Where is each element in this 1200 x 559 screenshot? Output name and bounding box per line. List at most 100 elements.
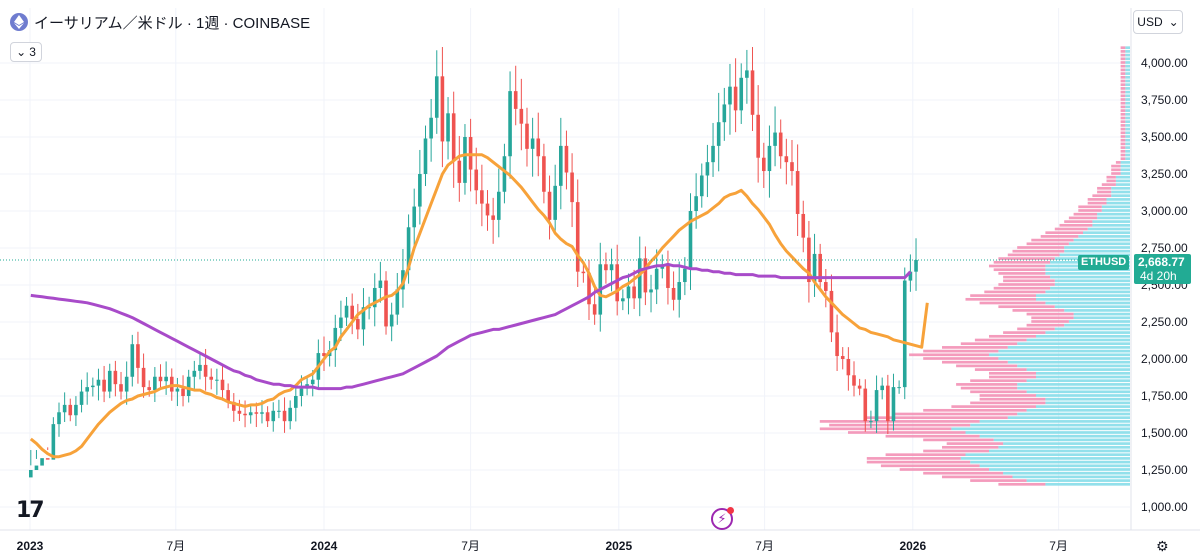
settings-gear-icon[interactable]: ⚙ <box>1156 538 1169 554</box>
candle-body <box>880 385 884 391</box>
volume-profile-bar-up <box>1036 371 1130 375</box>
volume-profile-bar-down <box>942 475 1013 479</box>
bar-countdown: 4d 20h <box>1140 269 1177 283</box>
volume-profile-bar-down <box>895 412 1018 416</box>
volume-profile-bar-up <box>1125 87 1130 90</box>
volume-profile-bar-down <box>1007 253 1060 257</box>
candle-body <box>536 138 541 157</box>
volume-profile-bar-up <box>1115 179 1130 183</box>
volume-profile-bar-up <box>1054 279 1130 283</box>
candle-body <box>863 388 868 422</box>
volume-profile-bar-up <box>989 449 1130 453</box>
volume-profile-bar-up <box>989 353 1130 357</box>
candle-body <box>282 410 287 422</box>
moving-averages <box>0 153 1130 459</box>
volume-profile-bar-up <box>1125 75 1130 79</box>
volume-profile-bar-down <box>942 346 1008 349</box>
volume-profile-bar-down <box>1120 146 1126 149</box>
volume-profile-bar-up <box>989 468 1130 471</box>
candle-body <box>113 370 118 385</box>
candle-body <box>51 424 56 460</box>
candle-body <box>299 388 304 396</box>
volume-profile-bar-down <box>880 464 980 468</box>
volume-profile-bar-down <box>998 305 1055 309</box>
volume-profile-bar-down <box>1045 231 1083 235</box>
volume-profile-bar-down <box>1120 90 1126 94</box>
candle-body <box>130 344 135 377</box>
currency-selector[interactable]: USD ⌄ <box>1133 10 1183 34</box>
indicators-toggle-button[interactable]: ⌄ 3 <box>10 42 42 62</box>
volume-profile-bar-down <box>1111 168 1121 172</box>
volume-profile-bar-down <box>1120 153 1126 157</box>
volume-profile-bar-down <box>989 371 1036 375</box>
candle-body <box>604 264 608 271</box>
volume-profile-bar-down <box>1120 124 1126 127</box>
candle-body <box>654 268 659 290</box>
volume-profile-bar-down <box>1054 227 1088 231</box>
volume-profile-bar-down <box>1120 101 1126 105</box>
y-tick-label: 4,000.00 <box>1141 56 1188 70</box>
volume-profile-bar-down <box>1026 323 1065 327</box>
currency-label: USD <box>1137 15 1163 29</box>
volume-profile-bar-down <box>1120 57 1126 61</box>
candle-body <box>739 77 744 111</box>
lightning-icon[interactable]: ⚡ <box>711 507 734 530</box>
volume-profile-bar-down <box>1120 149 1126 153</box>
candle-body <box>496 191 501 220</box>
candle-body <box>350 305 354 320</box>
candle-body <box>45 458 50 460</box>
candle-body <box>434 76 439 118</box>
volume-profile-bar-down <box>989 334 1036 338</box>
candle-body <box>339 317 343 328</box>
candle-body <box>643 258 648 293</box>
volume-profile-bar-down <box>956 364 1018 368</box>
candle-body <box>801 213 806 238</box>
volume-profile-bar-up <box>1078 235 1130 238</box>
volume-profile-bar-up <box>1012 475 1130 479</box>
volume-profile-bar-up <box>1125 72 1130 75</box>
candle-body <box>671 287 676 300</box>
volume-profile-bar-down <box>1120 98 1126 101</box>
volume-profile-bar-down <box>1106 175 1116 179</box>
volume-profile-bar-down <box>1120 61 1126 64</box>
volume-profile-bar-down <box>993 286 1051 290</box>
volume-profile-bar-up <box>1106 201 1130 205</box>
volume-profile-bar-down <box>1078 209 1102 212</box>
volume-profile-bar-down <box>1120 131 1126 135</box>
volume-profile-bar-up <box>1097 212 1130 216</box>
candle-body <box>181 388 185 396</box>
x-tick-label: 2024 <box>311 539 338 553</box>
candle-body <box>102 379 106 392</box>
candle-body <box>378 280 383 288</box>
volume-profile-bar-down <box>923 449 989 453</box>
candle-body <box>716 122 721 146</box>
candle-body <box>745 70 749 78</box>
candle-body <box>897 387 901 389</box>
volume-profile-bar-up <box>1050 275 1130 279</box>
volume-profile-bar-up <box>1054 283 1130 286</box>
candle-body <box>632 286 636 299</box>
volume-profile-bar-up <box>1092 223 1130 227</box>
volume-profile-bar-up <box>960 457 1130 460</box>
candle-body <box>119 384 123 392</box>
candle-body <box>423 138 428 174</box>
chart-header: イーサリアム／米ドル · 1週 · COINBASE <box>10 10 310 34</box>
volume-profile-bar-down <box>1120 50 1126 53</box>
tradingview-logo-icon[interactable]: 17 <box>16 498 45 523</box>
volume-profile-bar-down <box>989 375 1036 379</box>
candle-body <box>592 304 597 315</box>
volume-profile-bar-up <box>1125 135 1130 138</box>
volume-profile-bar-up <box>1050 286 1130 290</box>
candle-body <box>220 379 225 391</box>
volume-profile-bar-down <box>1026 242 1069 246</box>
candle-body <box>440 76 445 142</box>
volume-profile-bar-up <box>1125 142 1130 146</box>
symbol-title[interactable]: イーサリアム／米ドル · 1週 · COINBASE <box>34 14 311 32</box>
volume-profile-bar-up <box>1073 312 1130 316</box>
volume-profile-bar-up <box>1125 153 1130 157</box>
volume-profile-bar-up <box>1045 331 1130 334</box>
x-tick-label: 7月 <box>166 539 185 553</box>
volume-profile-bar-down <box>1120 127 1126 131</box>
volume-profile-bar-up <box>1073 316 1130 320</box>
